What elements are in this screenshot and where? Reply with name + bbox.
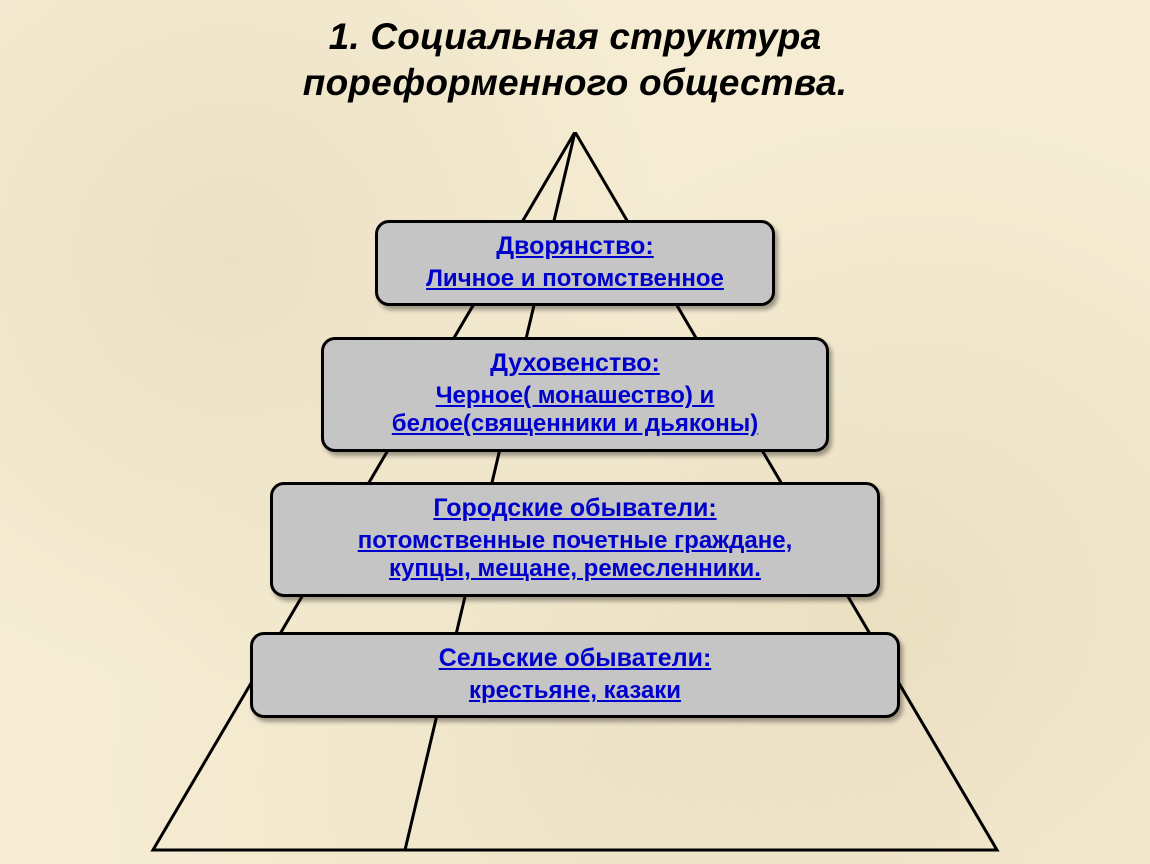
level-title: Городские обыватели:	[283, 493, 867, 523]
slide-title: 1. Социальная структура пореформенного о…	[0, 0, 1150, 107]
level-rural: Сельские обыватели: крестьяне, казаки	[250, 632, 900, 718]
level-urban: Городские обыватели: потомственные почет…	[270, 482, 880, 597]
level-clergy: Духовенство: Черное( монашество) и белое…	[321, 337, 829, 452]
level-sub: потомственные почетные граждане,	[283, 527, 867, 555]
title-line-2: пореформенного общества.	[0, 60, 1150, 106]
level-title: Духовенство:	[334, 348, 816, 378]
level-sub2: купцы, мещане, ремесленники.	[283, 555, 867, 583]
level-nobility: Дворянство: Личное и потомственное	[375, 220, 775, 306]
level-sub2: белое(священники и дьяконы)	[334, 410, 816, 438]
level-title: Сельские обыватели:	[263, 643, 887, 673]
title-line-1: 1. Социальная структура	[0, 14, 1150, 60]
level-title: Дворянство:	[388, 231, 762, 261]
level-sub: крестьяне, казаки	[263, 677, 887, 705]
pyramid-diagram: Дворянство: Личное и потомственное Духов…	[145, 132, 1005, 852]
level-sub: Личное и потомственное	[388, 265, 762, 293]
level-sub: Черное( монашество) и	[334, 382, 816, 410]
